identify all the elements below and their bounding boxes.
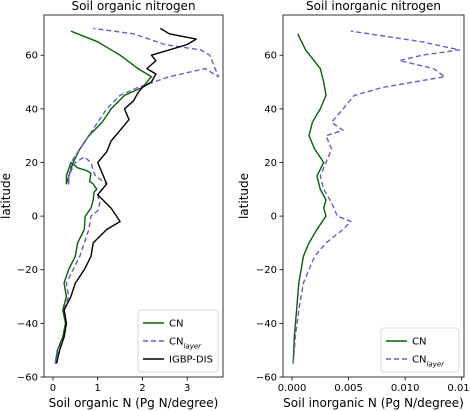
x-tick-label: 1 bbox=[95, 383, 101, 394]
y-tick-label: −60 bbox=[256, 373, 277, 384]
inorganic-n-panel: 0.000 0.005 0.010 0.015 −60 −40 −20 0 20 40 60 So… bbox=[237, 0, 470, 410]
x-tick-label: 0.000 bbox=[278, 383, 307, 394]
y-axis: −60 −40 −20 0 20 40 60 bbox=[256, 51, 283, 384]
legend-label: CN bbox=[412, 337, 426, 348]
y-tick-label: 60 bbox=[264, 51, 277, 62]
plot-area-frame bbox=[43, 14, 224, 378]
x-tick-label: 2 bbox=[139, 383, 145, 394]
series-line-igbp-dis bbox=[55, 27, 197, 364]
y-tick-label: 20 bbox=[25, 158, 38, 169]
lines bbox=[54, 27, 220, 364]
y-tick-label: −60 bbox=[17, 373, 38, 384]
legend-label: IGBP-DIS bbox=[169, 355, 213, 366]
x-tick-label: 3 bbox=[184, 383, 190, 394]
legend-label: CN bbox=[169, 319, 183, 330]
series-line-cn-layer bbox=[54, 27, 220, 364]
x-tick-label: 0.015 bbox=[447, 383, 470, 394]
y-tick-label: 40 bbox=[25, 104, 38, 115]
legend: CN CNlayer bbox=[380, 327, 460, 373]
y-tick-label: −40 bbox=[17, 319, 38, 330]
y-tick-label: 0 bbox=[32, 212, 38, 223]
y-tick-label: −40 bbox=[256, 319, 277, 330]
lines bbox=[292, 30, 461, 364]
y-tick-label: −20 bbox=[256, 265, 277, 276]
organic-n-panel: 0 1 2 3 −60 −40 −20 0 20 40 60 Soil organic nitro… bbox=[0, 0, 224, 410]
series-line-cn bbox=[292, 33, 327, 364]
legend-label: CNlayer bbox=[169, 337, 202, 351]
x-axis: 0.000 0.005 0.010 0.015 bbox=[278, 377, 470, 394]
chart-title: Soil organic nitrogen bbox=[71, 0, 195, 13]
x-tick-label: 0.005 bbox=[334, 383, 363, 394]
y-axis: −60 −40 −20 0 20 40 60 bbox=[17, 51, 44, 384]
legend: CN CNlayer IGBP-DIS bbox=[137, 309, 219, 373]
y-tick-label: −20 bbox=[17, 265, 38, 276]
x-axis-label: Soil inorganic N (Pg N/degree) bbox=[283, 396, 464, 410]
legend-box bbox=[137, 309, 219, 373]
y-axis-label: latitude bbox=[0, 173, 13, 219]
y-tick-label: 0 bbox=[271, 212, 277, 223]
series-line-cn-layer bbox=[292, 30, 461, 364]
x-axis: 0 1 2 3 bbox=[50, 377, 190, 394]
plot-area-frame bbox=[282, 14, 465, 378]
y-tick-label: 40 bbox=[264, 104, 277, 115]
chart-title: Soil inorganic nitrogen bbox=[306, 0, 441, 13]
legend-label: CNlayer bbox=[412, 355, 445, 369]
series-line-cn bbox=[54, 30, 153, 364]
y-axis-label: latitude bbox=[237, 173, 251, 219]
legend-box bbox=[380, 327, 460, 373]
y-tick-label: 20 bbox=[264, 158, 277, 169]
y-tick-label: 60 bbox=[25, 51, 38, 62]
x-axis-label: Soil organic N (Pg N/degree) bbox=[49, 396, 219, 410]
x-tick-label: 0 bbox=[50, 383, 56, 394]
x-tick-label: 0.010 bbox=[391, 383, 420, 394]
